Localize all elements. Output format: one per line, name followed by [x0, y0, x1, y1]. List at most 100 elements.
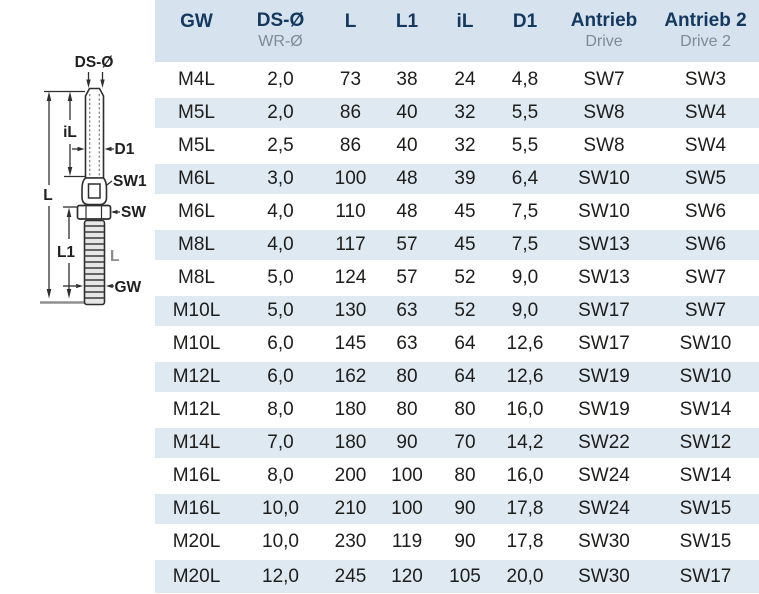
table-cell: 16,0 [494, 393, 556, 428]
label-l-overall: L [43, 187, 52, 204]
col-sublabel [378, 32, 436, 51]
table-row: M4L 2,0 73 38 24 4,8 SW7 SW3 [155, 63, 759, 98]
table-row: M10L 6,0 145 63 64 12,6 SW17 SW10 [155, 327, 759, 362]
table-cell: SW30 [556, 558, 652, 593]
dimension-arrowheads [46, 79, 118, 299]
table-cell: 119 [378, 525, 436, 560]
table-cell: 17,8 [494, 525, 556, 560]
spec-table-header: GW DS-Ø WR-Ø L L1 iL [155, 0, 759, 65]
header-row: GW DS-Ø WR-Ø L L1 iL [155, 0, 759, 65]
table-cell: 8,0 [238, 459, 323, 494]
table-cell: M14L [155, 426, 238, 461]
table-row: M10L 5,0 130 63 52 9,0 SW17 SW7 [155, 294, 759, 329]
table-cell: 100 [378, 492, 436, 527]
table-row: M8L 5,0 124 57 52 9,0 SW13 SW7 [155, 261, 759, 296]
hex-nut [76, 204, 112, 220]
table-cell: 86 [323, 129, 378, 164]
table-cell: 6,0 [238, 327, 323, 362]
table-cell: M12L [155, 360, 238, 395]
table-cell: 2,0 [238, 63, 323, 98]
table-cell: 86 [323, 96, 378, 131]
table-cell: SW22 [556, 426, 652, 461]
table-cell: 73 [323, 63, 378, 98]
col-label: DS-Ø [256, 10, 305, 32]
table-cell: SW10 [556, 162, 652, 197]
table-cell: 80 [378, 393, 436, 428]
table-cell: M4L [155, 63, 238, 98]
table-cell: M16L [155, 492, 238, 527]
table-cell: 32 [436, 96, 494, 131]
table-cell: 245 [323, 558, 378, 593]
col-label: Antrieb [570, 10, 638, 32]
table-cell: 145 [323, 327, 378, 362]
label-sw: SW [121, 204, 146, 221]
col-sublabel [155, 32, 238, 51]
table-cell: 2,5 [238, 129, 323, 164]
col-sublabel [494, 32, 556, 51]
col-sublabel: Drive [585, 33, 623, 51]
table-cell: 210 [323, 492, 378, 527]
col-label: L1 [395, 10, 419, 32]
table-cell: 14,2 [494, 426, 556, 461]
table-cell: 24 [436, 63, 494, 98]
table-cell: 10,0 [238, 525, 323, 560]
table-cell: 20,0 [494, 558, 556, 593]
table-row: M12L 8,0 180 80 80 16,0 SW19 SW14 [155, 393, 759, 428]
table-cell: SW8 [556, 129, 652, 164]
table-cell: SW24 [556, 492, 652, 527]
wrench-flat-square [87, 183, 101, 199]
table-cell: M20L [155, 525, 238, 560]
table-cell: 3,0 [238, 162, 323, 197]
table-cell: SW17 [556, 327, 652, 362]
table-cell: 7,0 [238, 426, 323, 461]
col-header-gw: GW [155, 0, 238, 65]
table-cell: 130 [323, 294, 378, 329]
col-header-l: L [323, 0, 378, 65]
table-cell: 52 [436, 261, 494, 296]
table-cell: 80 [436, 459, 494, 494]
label-d1: D1 [115, 141, 135, 158]
table-cell: SW10 [556, 195, 652, 230]
table-cell: 90 [436, 492, 494, 527]
table-cell: SW7 [556, 63, 652, 98]
table-cell: 12,6 [494, 360, 556, 395]
table-row: M6L 4,0 110 48 45 7,5 SW10 SW6 [155, 195, 759, 230]
table-cell: 5,5 [494, 96, 556, 131]
table-cell: 2,0 [238, 96, 323, 131]
label-gw: GW [115, 279, 142, 296]
table-cell: 45 [436, 228, 494, 263]
col-label: D1 [512, 10, 538, 32]
table-cell: SW15 [652, 525, 759, 560]
table-cell: SW8 [556, 96, 652, 131]
table-cell: 90 [436, 525, 494, 560]
table-cell: SW6 [652, 195, 759, 230]
table-cell: SW14 [652, 393, 759, 428]
table-cell: 64 [436, 360, 494, 395]
col-label: GW [180, 10, 213, 32]
table-cell: 7,5 [494, 228, 556, 263]
table-row: M5L 2,5 86 40 32 5,5 SW8 SW4 [155, 129, 759, 164]
table-cell: 120 [378, 558, 436, 593]
table-row: M14L 7,0 180 90 70 14,2 SW22 SW12 [155, 426, 759, 461]
col-label: L [344, 10, 357, 32]
label-il: iL [63, 124, 77, 141]
table-cell: M5L [155, 96, 238, 131]
table-cell: 9,0 [494, 294, 556, 329]
swage-stud-diagram: DS-Ø iL D1 SW1 L SW L1 L GW [40, 54, 147, 306]
label-sw1: SW1 [113, 173, 147, 190]
table-cell: 40 [378, 129, 436, 164]
table-cell: SW6 [652, 228, 759, 263]
table-cell: 162 [323, 360, 378, 395]
table-cell: SW30 [556, 525, 652, 560]
table-cell: M16L [155, 459, 238, 494]
table-cell: 80 [378, 360, 436, 395]
table-cell: SW7 [652, 261, 759, 296]
table-cell: M5L [155, 129, 238, 164]
table-cell: 105 [436, 558, 494, 593]
col-header-ds: DS-Ø WR-Ø [238, 0, 323, 65]
table-cell: 5,0 [238, 294, 323, 329]
table-cell: 4,0 [238, 195, 323, 230]
table-cell: 110 [323, 195, 378, 230]
table-cell: M10L [155, 294, 238, 329]
